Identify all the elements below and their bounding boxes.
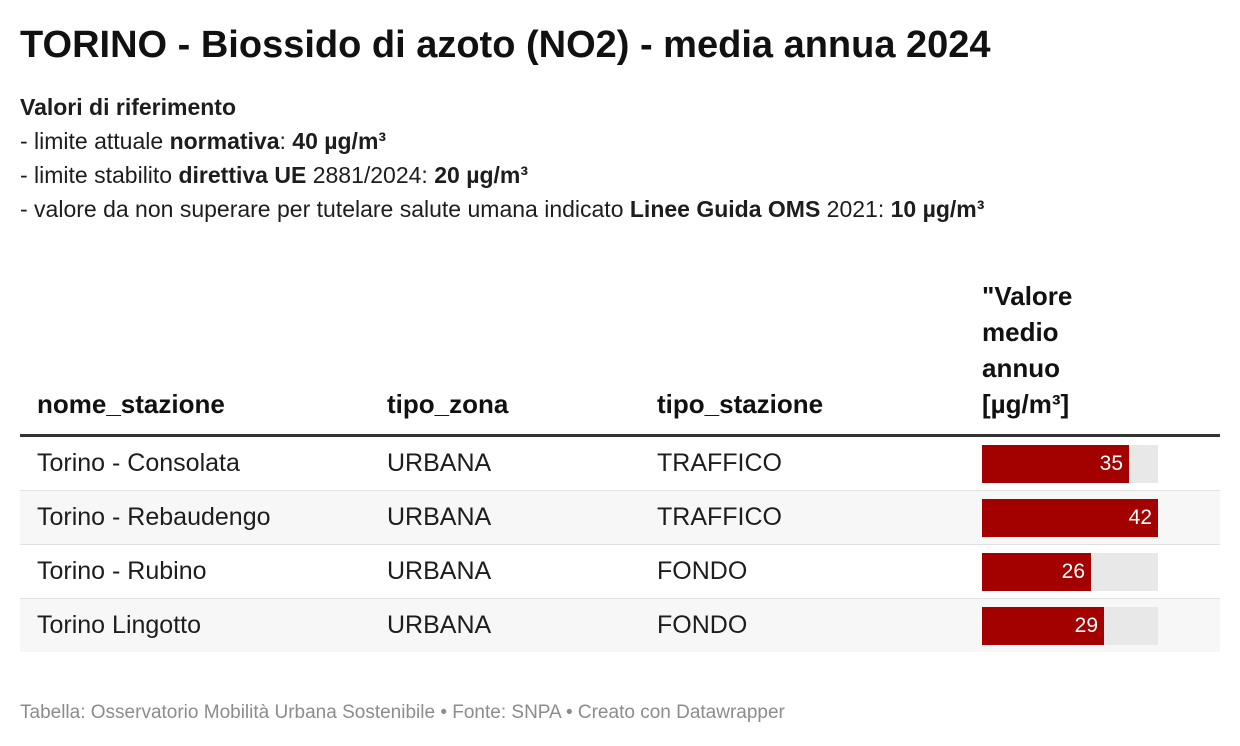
line-3-bold-value: 10 µg/m³ [890, 196, 985, 222]
cell-tipo-zona: URBANA [370, 435, 640, 491]
bar-fill: 26 [982, 553, 1091, 591]
description-line-3: - valore da non superare per tutelare sa… [20, 192, 1220, 226]
line-1-bold-value: 40 µg/m³ [292, 128, 387, 154]
cell-valore-medio: 26 [965, 544, 1220, 599]
cell-nome-stazione: Torino Lingotto [20, 598, 370, 652]
data-table: nome_stazione tipo_zona tipo_stazione "V… [20, 278, 1220, 652]
line-1-text: - limite attuale [20, 128, 170, 154]
header-tipo-stazione[interactable]: tipo_stazione [640, 278, 965, 437]
header-valore-label: "Valore medio annuo [µg/m³] [982, 281, 1073, 419]
cell-nome-stazione: Torino - Rubino [20, 544, 370, 599]
bar-value-label: 29 [1074, 614, 1098, 637]
cell-valore-medio: 35 [965, 435, 1220, 491]
cell-tipo-stazione: TRAFFICO [640, 490, 965, 545]
bar-track: 26 [982, 553, 1158, 591]
cell-valore-medio: 29 [965, 598, 1220, 652]
cell-valore-medio: 42 [965, 490, 1220, 545]
line-2-mid: 2881/2024: [306, 162, 435, 188]
cell-nome-stazione: Torino - Consolata [20, 435, 370, 491]
description-line-1: - limite attuale normativa: 40 µg/m³ [20, 124, 1220, 158]
cell-tipo-zona: URBANA [370, 598, 640, 652]
header-nome-stazione[interactable]: nome_stazione [20, 278, 370, 437]
line-3-text: - valore da non superare per tutelare sa… [20, 196, 630, 222]
bar-fill: 35 [982, 445, 1129, 483]
description-line-2: - limite stabilito direttiva UE 2881/202… [20, 158, 1220, 192]
line-2-text: - limite stabilito [20, 162, 179, 188]
bar-value-label: 26 [1061, 560, 1085, 583]
description-heading: Valori di riferimento [20, 94, 236, 120]
line-3-mid: 2021: [820, 196, 891, 222]
line-2-bold-value: 20 µg/m³ [434, 162, 528, 188]
table-body: Torino - Consolata URBANA TRAFFICO 35 Torino… [20, 435, 1220, 652]
table-row: Torino - Rubino URBANA FONDO 26 [20, 544, 1220, 599]
table-row: Torino - Rebaudengo URBANA TRAFFICO 42 [20, 490, 1220, 545]
line-3-bold-term: Linee Guida OMS [629, 196, 821, 222]
bar-track: 29 [982, 607, 1158, 645]
cell-tipo-stazione: FONDO [640, 544, 965, 599]
line-2-bold-term: direttiva UE [178, 162, 307, 188]
bar-value-label: 42 [1128, 506, 1152, 529]
bar-fill: 29 [982, 607, 1104, 645]
chart-title: TORINO - Biossido di azoto (NO2) - media… [20, 24, 991, 66]
cell-tipo-stazione: TRAFFICO [640, 435, 965, 491]
description: Valori di riferimento - limite attuale n… [20, 90, 1220, 226]
bar-fill: 42 [982, 499, 1158, 537]
bar-value-label: 35 [1099, 452, 1123, 475]
footer-credits: Tabella: Osservatorio Mobilità Urbana So… [20, 702, 785, 723]
cell-tipo-zona: URBANA [370, 544, 640, 599]
table-row: Torino - Consolata URBANA TRAFFICO 35 [20, 435, 1220, 491]
bar-track: 42 [982, 499, 1158, 537]
header-tipo-zona[interactable]: tipo_zona [370, 278, 640, 437]
cell-tipo-stazione: FONDO [640, 598, 965, 652]
table-row: Torino Lingotto URBANA FONDO 29 [20, 598, 1220, 652]
header-valore-medio[interactable]: "Valore medio annuo [µg/m³] [965, 278, 1220, 437]
cell-tipo-zona: URBANA [370, 490, 640, 545]
bar-track: 35 [982, 445, 1158, 483]
line-1-bold-term: normativa [169, 128, 280, 154]
table-header-row: nome_stazione tipo_zona tipo_stazione "V… [20, 278, 1220, 437]
cell-nome-stazione: Torino - Rebaudengo [20, 490, 370, 545]
line-1-mid: : [279, 128, 293, 154]
